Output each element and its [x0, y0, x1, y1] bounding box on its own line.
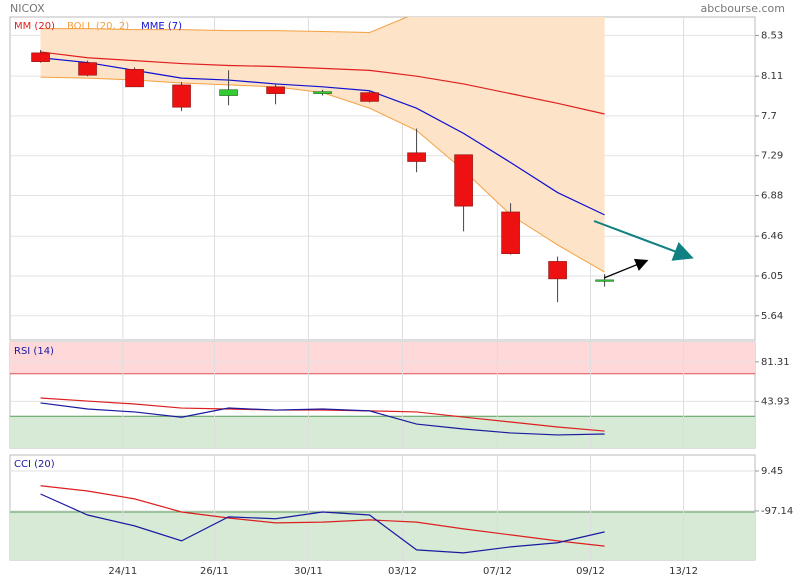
- y-tick-label: 5.64: [761, 311, 783, 322]
- candle-body: [219, 89, 238, 96]
- candle-body: [125, 69, 144, 88]
- candle-body: [266, 86, 285, 94]
- candle-body: [31, 52, 50, 62]
- legend-label: RSI (14): [14, 346, 54, 357]
- line: [40, 51, 605, 115]
- boll-upper: [40, 17, 409, 34]
- y-tick-label: 7.7: [761, 111, 777, 122]
- candle-body: [595, 279, 614, 282]
- candle-body: [454, 154, 473, 207]
- x-tick-label: 30/11: [294, 566, 323, 577]
- candle-body: [360, 92, 379, 102]
- legend-label: MME (7): [141, 21, 182, 32]
- chart-title: NICOX: [10, 2, 45, 15]
- y-tick-label: 9.45: [761, 466, 783, 477]
- candle-body: [78, 62, 97, 76]
- candle-body: [172, 84, 191, 108]
- x-tick-label: 07/12: [483, 566, 512, 577]
- y-tick-label: 8.53: [761, 30, 783, 41]
- plot-area: [10, 455, 755, 560]
- candle-body: [407, 152, 426, 162]
- candle-body: [313, 91, 332, 94]
- line: [40, 397, 605, 432]
- trend-arrow: [603, 258, 649, 279]
- zone: [10, 512, 755, 560]
- legend-label: CCI (20): [14, 459, 55, 470]
- candle-body: [548, 261, 567, 280]
- y-tick-label: 43.93: [761, 396, 790, 407]
- y-tick-label: 8.11: [761, 71, 783, 82]
- boll-band: [40, 17, 605, 273]
- y-tick-label: 81.31: [761, 357, 790, 368]
- plot-area: [10, 342, 755, 448]
- line: [40, 493, 605, 554]
- x-tick-label: 26/11: [200, 566, 229, 577]
- legend-label: MM (20): [14, 21, 55, 32]
- y-tick-label: -97.14: [761, 506, 793, 517]
- line: [40, 402, 605, 436]
- legend-label: BOLL (20, 2): [67, 21, 129, 32]
- y-tick-label: 7.29: [761, 151, 783, 162]
- zone: [10, 342, 755, 374]
- y-tick-label: 6.05: [761, 271, 783, 282]
- trend-arrow: [593, 220, 694, 261]
- y-tick-label: 6.46: [761, 231, 783, 242]
- source: abcbourse.com: [701, 2, 785, 15]
- plot-area: [10, 17, 755, 340]
- x-tick-label: 24/11: [108, 566, 137, 577]
- candle-body: [501, 211, 520, 254]
- y-tick-label: 6.88: [761, 190, 783, 201]
- x-tick-label: 13/12: [669, 566, 698, 577]
- x-tick-label: 09/12: [576, 566, 605, 577]
- zone: [10, 416, 755, 448]
- line: [40, 485, 605, 547]
- x-tick-label: 03/12: [388, 566, 417, 577]
